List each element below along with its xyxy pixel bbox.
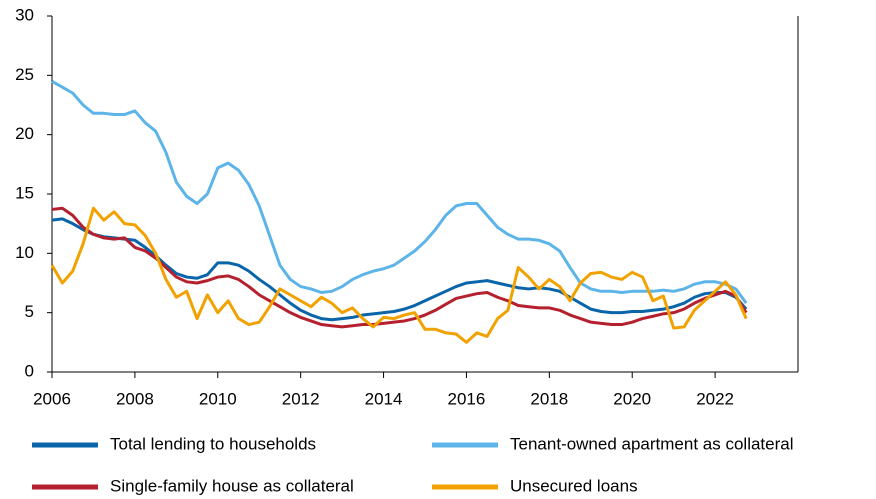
- legend-label: Unsecured loans: [510, 476, 638, 495]
- y-tick-label: 10: [15, 243, 34, 262]
- legend-label: Single-family house as collateral: [110, 476, 354, 495]
- x-tick-label: 2016: [448, 389, 486, 408]
- y-tick-label: 30: [15, 5, 34, 24]
- y-tick-label: 0: [25, 361, 34, 380]
- series-line: [51, 217, 748, 322]
- x-tick-label: 2022: [696, 389, 734, 408]
- x-tick-label: 2018: [530, 389, 568, 408]
- x-tick-label: 2020: [613, 389, 651, 408]
- x-tick-label: 2006: [33, 389, 71, 408]
- y-tick-label: 5: [25, 302, 34, 321]
- series-line: [50, 206, 748, 344]
- y-tick-label: 20: [15, 124, 34, 143]
- x-tick-label: 2014: [365, 389, 403, 408]
- series-line: [51, 206, 748, 329]
- y-tick-label: 25: [15, 65, 34, 84]
- y-tick-label: 15: [15, 183, 34, 202]
- x-tick-label: 2012: [282, 389, 320, 408]
- legend-label: Total lending to households: [110, 434, 316, 453]
- series-line: [51, 79, 748, 305]
- x-tick-label: 2010: [199, 389, 237, 408]
- x-tick-label: 2008: [116, 389, 154, 408]
- legend-label: Tenant-owned apartment as collateral: [510, 434, 794, 453]
